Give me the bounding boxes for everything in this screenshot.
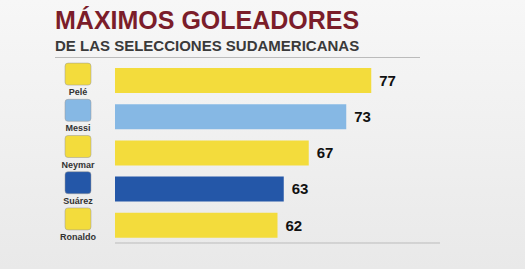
svg-text:Pelé: Pelé bbox=[69, 87, 88, 97]
svg-text:73: 73 bbox=[354, 108, 371, 125]
svg-text:62: 62 bbox=[286, 217, 303, 234]
svg-text:Ronaldo: Ronaldo bbox=[60, 232, 96, 242]
svg-text:67: 67 bbox=[317, 144, 334, 161]
svg-text:Messi: Messi bbox=[65, 123, 90, 133]
html-text:DE LAS SELECCIONES SUDAMERICAN: DE LAS SELECCIONES SUDAMERICANAS bbox=[55, 37, 360, 54]
svg-text:77: 77 bbox=[379, 72, 396, 89]
svg-text:Neymar: Neymar bbox=[61, 160, 95, 170]
html-text:MÁXIMOS GOLEADORES: MÁXIMOS GOLEADORES bbox=[55, 6, 360, 34]
svg-text:Suárez: Suárez bbox=[63, 196, 93, 206]
svg-text:63: 63 bbox=[292, 180, 309, 197]
